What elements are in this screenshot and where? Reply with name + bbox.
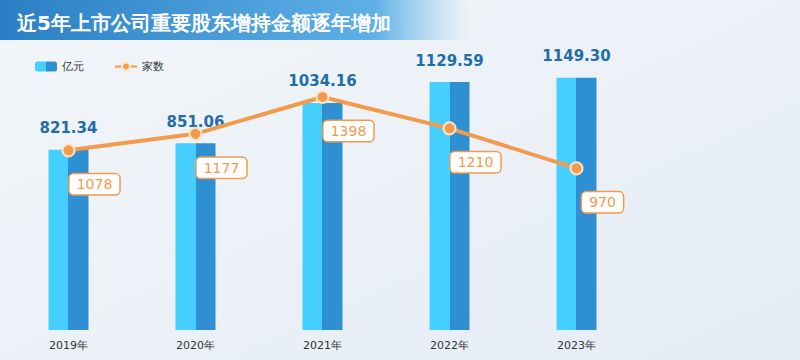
svg-text:821.34: 821.34 [40, 119, 98, 137]
svg-text:2021年: 2021年 [303, 339, 342, 352]
svg-text:1078: 1078 [77, 176, 113, 192]
svg-text:1129.59: 1129.59 [415, 52, 483, 70]
svg-text:2023年: 2023年 [557, 339, 596, 352]
svg-text:2020年: 2020年 [176, 339, 215, 352]
svg-text:2019年: 2019年 [49, 339, 88, 352]
svg-text:851.06: 851.06 [166, 112, 225, 131]
svg-text:1177: 1177 [204, 160, 240, 176]
svg-text:1210: 1210 [458, 154, 494, 170]
svg-text:亿元: 亿元 [61, 60, 84, 73]
svg-text:2022年: 2022年 [430, 339, 469, 352]
svg-text:1149.30: 1149.30 [542, 47, 610, 65]
svg-text:970: 970 [589, 194, 616, 210]
svg-text:家数: 家数 [142, 60, 164, 73]
svg-text:1034.16: 1034.16 [288, 72, 356, 90]
svg-text:近5年上市公司重要股东增持金额逐年增加: 近5年上市公司重要股东增持金额逐年增加 [16, 11, 391, 35]
svg-text:1398: 1398 [331, 123, 367, 139]
